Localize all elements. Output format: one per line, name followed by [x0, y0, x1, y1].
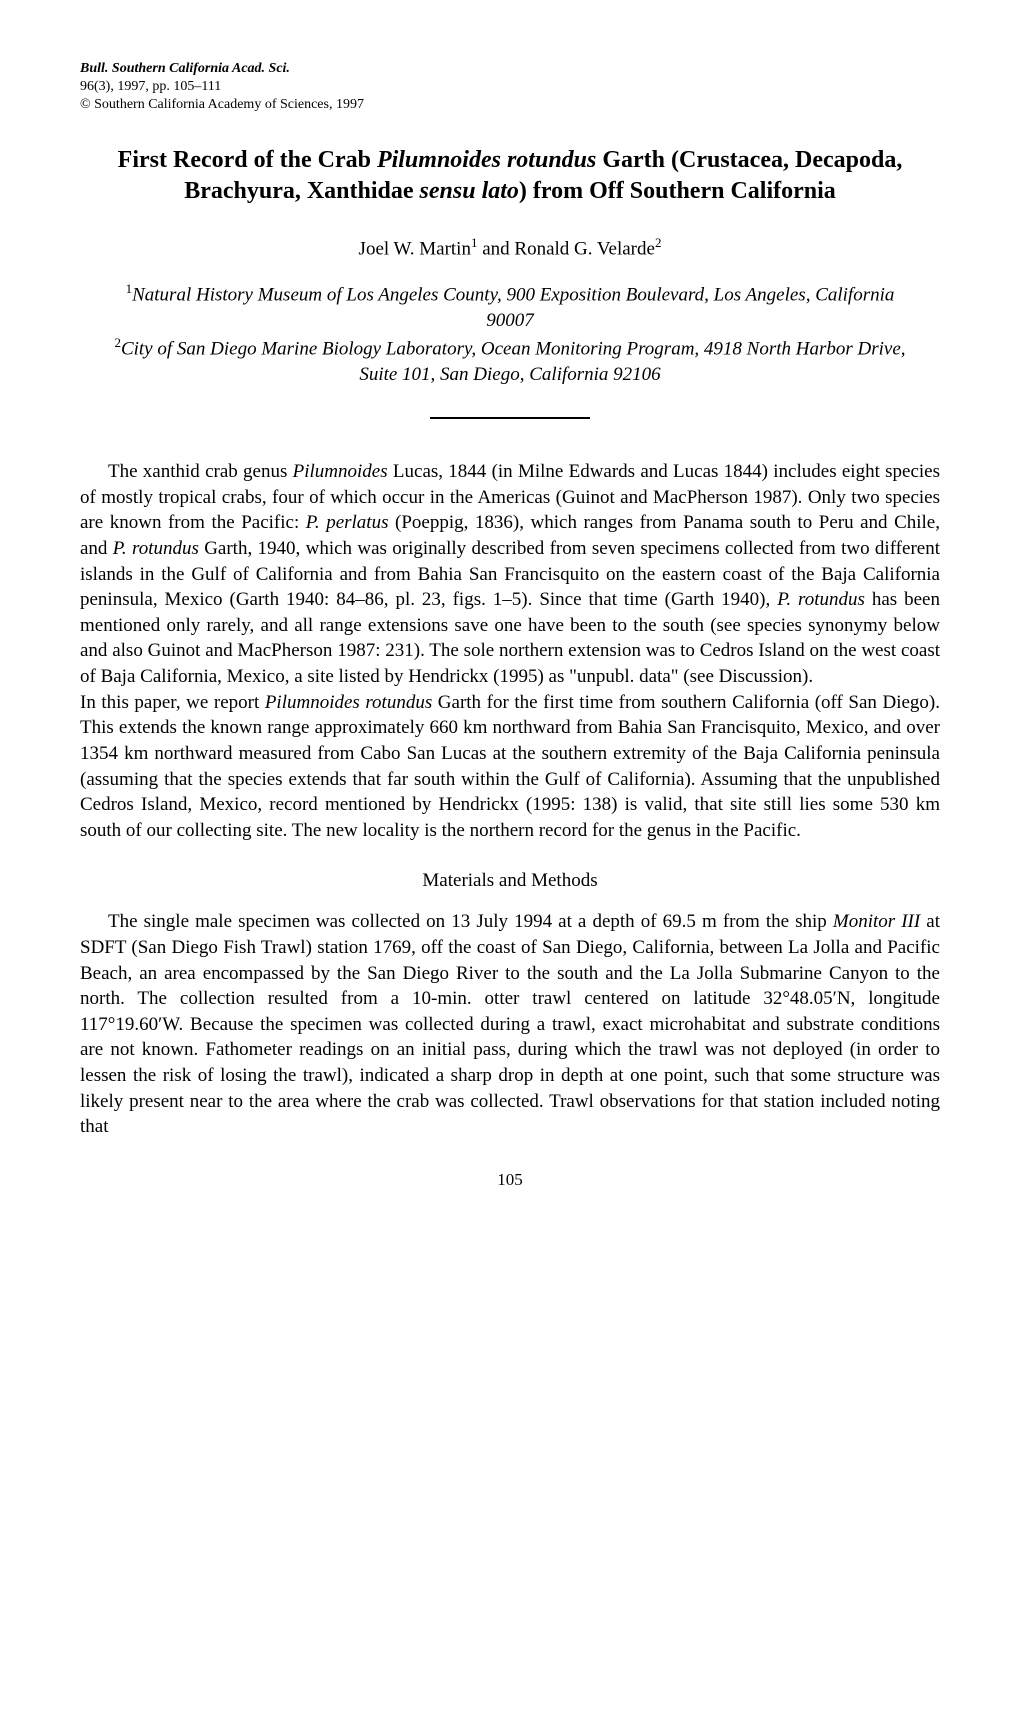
page-number: 105 [80, 1170, 940, 1190]
article-body: The xanthid crab genus Pilumnoides Lucas… [80, 459, 940, 1140]
journal-name: Bull. Southern California Acad. Sci. [80, 60, 940, 78]
author-list: Joel W. Martin1 and Ronald G. Velarde2 [80, 235, 940, 260]
journal-header: Bull. Southern California Acad. Sci. 96(… [80, 60, 940, 115]
divider-line [430, 417, 590, 419]
paragraph-1: The xanthid crab genus Pilumnoides Lucas… [80, 459, 940, 690]
author-1: Joel W. Martin [359, 238, 471, 259]
article-title: First Record of the Crab Pilumnoides rot… [80, 145, 940, 207]
journal-citation: 96(3), 1997, pp. 105–111 [80, 78, 940, 96]
author-2-sup: 2 [655, 235, 662, 250]
affiliations: 1Natural History Museum of Los Angeles C… [80, 280, 940, 387]
affiliation-1: Natural History Museum of Los Angeles Co… [132, 285, 894, 332]
paragraph-3: The single male specimen was collected o… [80, 909, 940, 1140]
section-heading-materials: Materials and Methods [80, 868, 940, 894]
journal-copyright: © Southern California Academy of Science… [80, 96, 940, 114]
author-2: Ronald G. Velarde [514, 238, 655, 259]
paragraph-2: In this paper, we report Pilumnoides rot… [80, 690, 940, 844]
affiliation-2: City of San Diego Marine Biology Laborat… [121, 338, 906, 385]
